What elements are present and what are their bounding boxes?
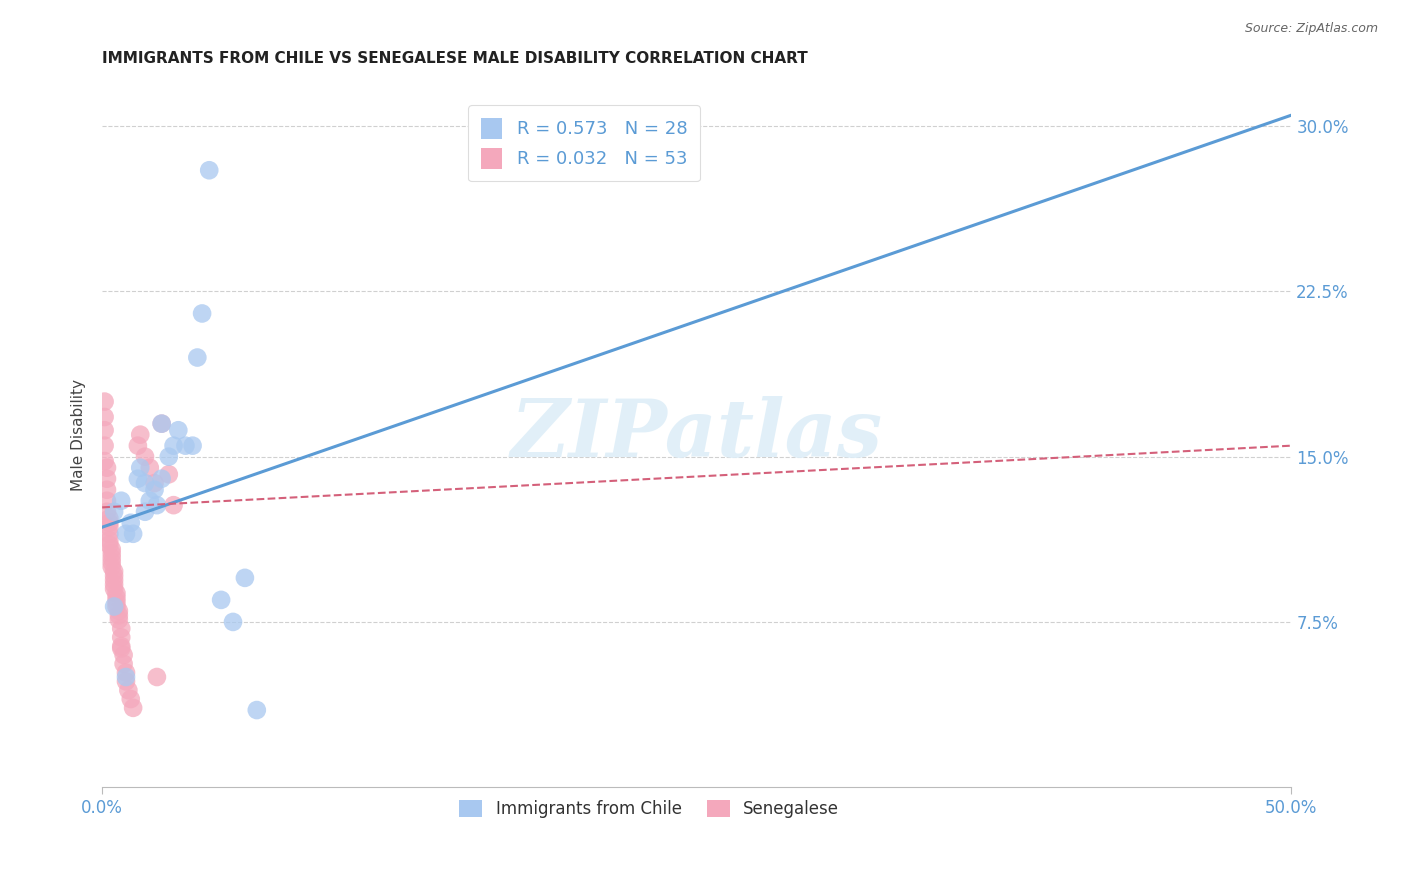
Point — [105, 595, 128, 609]
Point — [146, 670, 169, 684]
Point — [246, 703, 269, 717]
Y-axis label: Male Disability: Male Disability — [72, 378, 86, 491]
Text: IMMIGRANTS FROM CHILE VS SENEGALESE MALE DISABILITY CORRELATION CHART: IMMIGRANTS FROM CHILE VS SENEGALESE MALE… — [103, 51, 808, 66]
Point — [112, 648, 135, 662]
Point — [98, 520, 121, 534]
Point — [115, 665, 138, 680]
Point — [134, 505, 156, 519]
Point — [105, 599, 128, 614]
Point — [93, 410, 115, 425]
Point — [143, 476, 166, 491]
Point — [122, 526, 145, 541]
Point — [129, 427, 152, 442]
Point — [98, 511, 121, 525]
Point — [110, 641, 132, 656]
Point — [98, 516, 121, 530]
Point — [96, 493, 118, 508]
Point — [108, 604, 131, 618]
Point — [103, 573, 125, 587]
Point — [100, 547, 122, 561]
Legend: Immigrants from Chile, Senegalese: Immigrants from Chile, Senegalese — [453, 793, 846, 825]
Text: Source: ZipAtlas.com: Source: ZipAtlas.com — [1244, 22, 1378, 36]
Point — [100, 556, 122, 570]
Point — [127, 472, 149, 486]
Point — [150, 417, 173, 431]
Point — [96, 483, 118, 497]
Point — [100, 551, 122, 566]
Point — [120, 516, 142, 530]
Point — [96, 472, 118, 486]
Point — [174, 439, 197, 453]
Point — [110, 622, 132, 636]
Point — [103, 505, 125, 519]
Point — [93, 423, 115, 437]
Point — [222, 615, 245, 629]
Point — [103, 582, 125, 596]
Point — [96, 505, 118, 519]
Point — [120, 692, 142, 706]
Point — [93, 394, 115, 409]
Point — [146, 498, 169, 512]
Point — [108, 608, 131, 623]
Point — [93, 454, 115, 468]
Point — [139, 493, 162, 508]
Point — [115, 674, 138, 689]
Point — [110, 639, 132, 653]
Point — [105, 591, 128, 605]
Point — [209, 593, 232, 607]
Point — [122, 701, 145, 715]
Point — [98, 538, 121, 552]
Point — [129, 460, 152, 475]
Point — [103, 577, 125, 591]
Point — [233, 571, 256, 585]
Point — [103, 564, 125, 578]
Point — [110, 493, 132, 508]
Point — [139, 460, 162, 475]
Point — [143, 483, 166, 497]
Point — [150, 472, 173, 486]
Point — [108, 613, 131, 627]
Point — [191, 306, 214, 320]
Point — [157, 450, 180, 464]
Point — [162, 439, 184, 453]
Point — [157, 467, 180, 482]
Point — [96, 460, 118, 475]
Point — [103, 568, 125, 582]
Point — [115, 670, 138, 684]
Point — [186, 351, 208, 365]
Point — [98, 526, 121, 541]
Point — [134, 476, 156, 491]
Point — [134, 450, 156, 464]
Point — [162, 498, 184, 512]
Point — [117, 683, 139, 698]
Point — [198, 163, 221, 178]
Point — [105, 586, 128, 600]
Point — [110, 631, 132, 645]
Point — [93, 439, 115, 453]
Point — [115, 526, 138, 541]
Point — [150, 417, 173, 431]
Point — [98, 533, 121, 548]
Point — [127, 439, 149, 453]
Point — [167, 423, 190, 437]
Point — [100, 559, 122, 574]
Point — [112, 657, 135, 671]
Text: ZIPatlas: ZIPatlas — [510, 396, 883, 474]
Point — [103, 599, 125, 614]
Point — [100, 542, 122, 557]
Point — [181, 439, 204, 453]
